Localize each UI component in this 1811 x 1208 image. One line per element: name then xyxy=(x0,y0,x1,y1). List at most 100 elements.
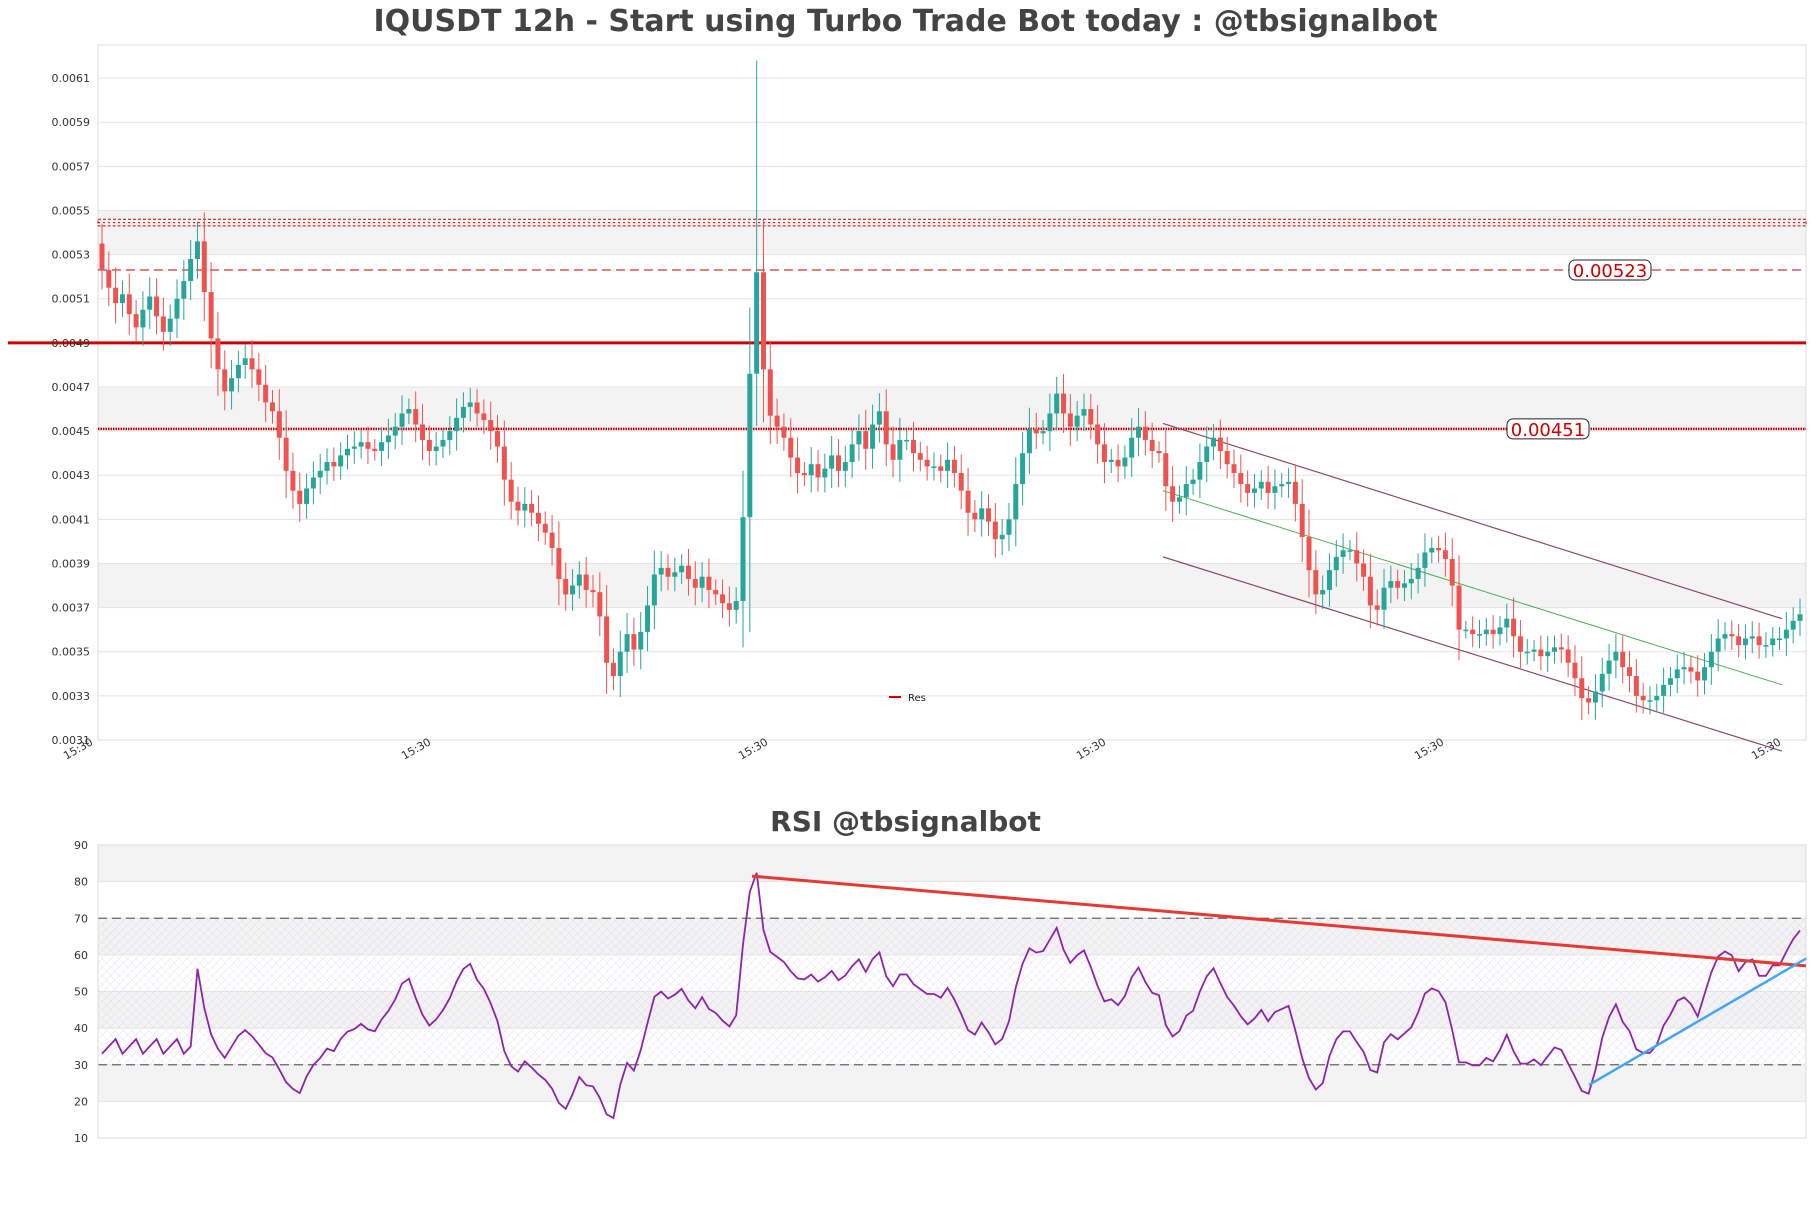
candle-body xyxy=(1742,638,1748,646)
y-tick-label: 0.0035 xyxy=(52,646,91,659)
candle-body xyxy=(106,270,112,288)
candle-body xyxy=(951,459,957,474)
candle-body xyxy=(1722,634,1728,639)
candle-body xyxy=(1088,409,1094,425)
candle-body xyxy=(1136,426,1142,438)
candle-body xyxy=(604,616,610,663)
candle-body xyxy=(474,402,480,414)
candle-body xyxy=(154,296,160,317)
candle-body xyxy=(1538,649,1544,657)
candle-body xyxy=(433,446,439,451)
candle-body xyxy=(1395,581,1401,588)
candle-body xyxy=(1006,519,1012,535)
candle-body xyxy=(1190,479,1196,485)
candle-body xyxy=(331,462,337,467)
candle-body xyxy=(760,272,766,370)
candle-body xyxy=(679,565,685,573)
x-tick-label: 15:30 xyxy=(1412,735,1446,762)
candle-body xyxy=(842,462,848,471)
candle-body xyxy=(835,455,841,471)
rsi-trendline-down xyxy=(751,874,1807,968)
candle-body xyxy=(420,424,426,440)
candle-body xyxy=(1599,673,1605,692)
candle-body xyxy=(1183,484,1189,498)
candle-body xyxy=(576,574,582,586)
candle-body xyxy=(870,424,876,449)
x-tick-label: 15:30 xyxy=(736,735,770,762)
y-tick-label: 0.0049 xyxy=(52,337,91,350)
candle-body xyxy=(1013,484,1019,520)
plot-frame xyxy=(97,44,1807,741)
candle-body xyxy=(617,651,623,677)
candle-body xyxy=(1204,446,1210,462)
candle-body xyxy=(890,444,896,460)
candle-body xyxy=(631,634,637,650)
y-tick-label: 0.0033 xyxy=(52,690,91,703)
candle-body xyxy=(651,574,657,606)
candle-body xyxy=(447,431,453,440)
candle-body xyxy=(720,594,726,604)
candle-body xyxy=(1033,428,1039,434)
candle-body xyxy=(1572,662,1578,679)
candle-body xyxy=(1286,481,1292,485)
candle-body xyxy=(181,281,187,299)
candle-body xyxy=(979,508,985,520)
candle-body xyxy=(1708,651,1714,668)
candle-body xyxy=(1606,660,1612,674)
candle-body xyxy=(917,453,923,460)
candle-body xyxy=(1149,439,1155,451)
candle-body xyxy=(1661,684,1667,696)
channel-upper xyxy=(1162,422,1783,620)
candle-body xyxy=(235,364,241,379)
candle-body xyxy=(229,378,235,392)
candle-body xyxy=(454,417,460,432)
candle-body xyxy=(1081,409,1087,416)
candle-body xyxy=(1115,459,1121,467)
candle-body xyxy=(931,466,937,468)
y-tick-label: 0.0037 xyxy=(52,602,91,615)
legend-label-res: Res xyxy=(908,693,926,704)
candle-body xyxy=(344,448,350,456)
candle-body xyxy=(1429,548,1435,553)
rsi-line xyxy=(101,872,1801,1120)
candle-body xyxy=(713,589,719,595)
candle-body xyxy=(1695,671,1701,681)
x-tick-label: 15:30 xyxy=(1074,735,1108,762)
candle-body xyxy=(658,567,664,575)
candle-body xyxy=(119,294,125,304)
candle-body xyxy=(1320,589,1326,595)
resistance-label-box xyxy=(1506,418,1590,440)
candle-body xyxy=(1511,618,1517,637)
candle-body xyxy=(1313,570,1319,595)
candle-body xyxy=(1627,667,1633,677)
candle-body xyxy=(1552,647,1558,652)
candle-body xyxy=(706,576,712,590)
candle-body xyxy=(1490,629,1496,635)
candle-body xyxy=(1347,550,1353,552)
candle-body xyxy=(1797,614,1803,621)
candle-body xyxy=(297,490,303,504)
y-tick-label: 0.0039 xyxy=(52,557,91,570)
rsi-plot-frame xyxy=(97,844,1807,1139)
candle-body xyxy=(290,470,296,491)
grid-band xyxy=(98,210,1806,255)
candle-body xyxy=(1463,629,1469,632)
candle-body xyxy=(801,473,807,476)
resistance-label: 0.00451 xyxy=(1511,420,1585,441)
candle-body xyxy=(488,420,494,432)
candle-body xyxy=(167,318,173,332)
candle-body xyxy=(692,578,698,588)
candle-body xyxy=(672,572,678,577)
candle-body xyxy=(1640,695,1646,701)
candle-body xyxy=(1401,583,1407,588)
candle-body xyxy=(1633,676,1639,696)
y-tick-label: 0.0043 xyxy=(52,469,91,482)
candle-body xyxy=(317,470,323,478)
resistance-label-box xyxy=(1568,259,1652,281)
candle-body xyxy=(1306,537,1312,571)
candle-body xyxy=(1258,481,1264,489)
candle-body xyxy=(1592,691,1598,703)
candle-body xyxy=(1524,651,1530,654)
rsi-chart-title: RSI @tbsignalbot xyxy=(770,805,1041,838)
x-tick-label: 15:30 xyxy=(1749,735,1783,762)
